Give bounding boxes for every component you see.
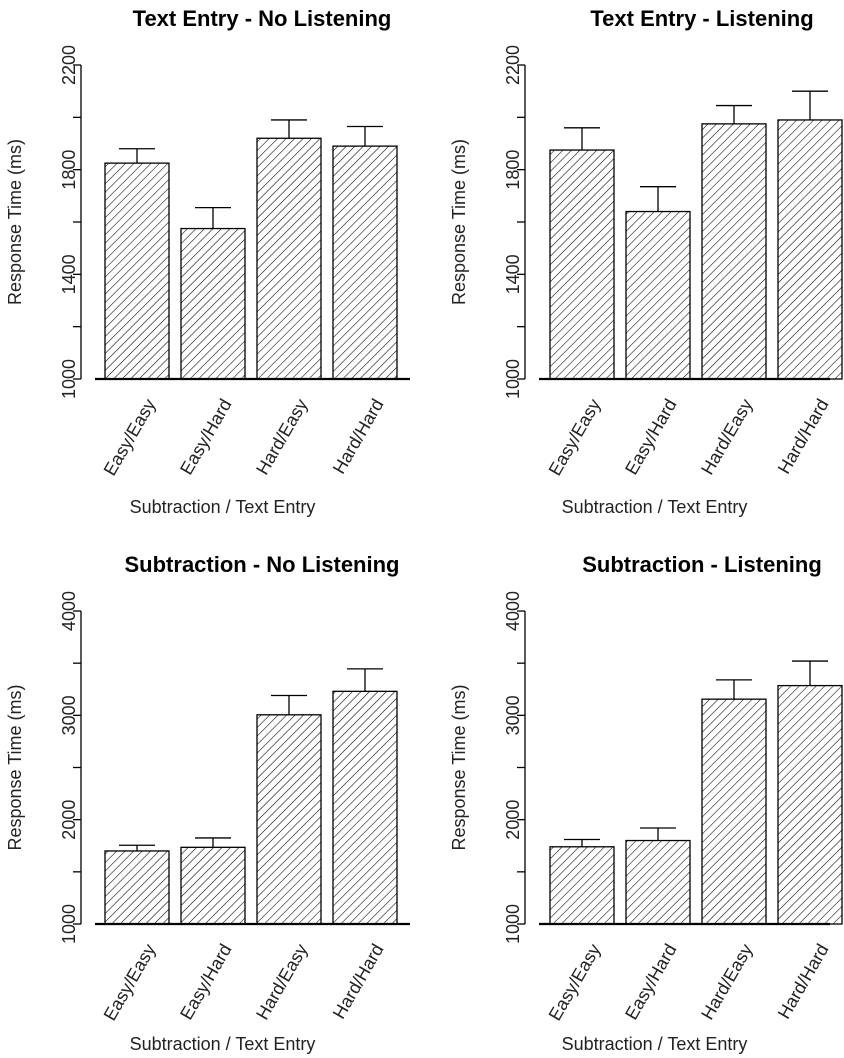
chart-title: Subtraction - Listening xyxy=(582,552,822,577)
y-tick-label: 1400 xyxy=(59,254,79,294)
category-label: Easy/Hard xyxy=(176,395,235,478)
chart-title: Text Entry - No Listening xyxy=(133,6,392,31)
chart-panel-4: Subtraction - Listening 1000 2000 3000 4000 R… xyxy=(449,552,843,1054)
y-tick-label: 2000 xyxy=(503,800,523,840)
category-label: Easy/Hard xyxy=(621,395,680,478)
bar-easy-hard xyxy=(625,839,691,925)
x-axis-label: Subtraction / Text Entry xyxy=(562,1034,748,1054)
bar-easy-hard xyxy=(180,227,246,380)
bar-easy-hard xyxy=(180,846,246,925)
y-axis-label: Response Time (ms) xyxy=(449,139,469,305)
bar-hard-easy xyxy=(701,698,767,925)
y-tick-label: 1000 xyxy=(59,904,79,944)
y-tick-label: 1000 xyxy=(503,359,523,399)
chart-panel-2: Text Entry - Listening 1000 1400 1800 2200 Re… xyxy=(449,6,843,517)
y-tick-label: 2000 xyxy=(59,800,79,840)
bar-hard-hard xyxy=(332,145,398,380)
bar-hard-easy xyxy=(256,137,322,380)
bar-hard-hard xyxy=(777,684,843,925)
bar-hard-hard xyxy=(777,119,843,380)
y-tick-label: 4000 xyxy=(503,591,523,631)
y-tick-label: 1400 xyxy=(503,254,523,294)
bar-easy-easy xyxy=(104,162,170,380)
category-label: Hard/Hard xyxy=(329,395,388,477)
y-tick-label: 2200 xyxy=(503,45,523,85)
y-tick-label: 1000 xyxy=(59,359,79,399)
chart-panel-1: Text Entry - No Listening 1000 1400 1800 220… xyxy=(5,6,410,517)
y-axis-label: Response Time (ms) xyxy=(5,139,25,305)
y-tick-label: 3000 xyxy=(503,695,523,735)
bar-easy-hard xyxy=(625,210,691,380)
y-tick-label: 3000 xyxy=(59,695,79,735)
category-label: Hard/Hard xyxy=(774,940,833,1022)
category-label: Easy/Easy xyxy=(100,940,160,1024)
bar-easy-easy xyxy=(104,850,170,925)
category-label: Easy/Easy xyxy=(545,395,605,479)
category-label: Easy/Hard xyxy=(176,940,235,1023)
category-label: Easy/Hard xyxy=(621,940,680,1023)
category-label: Hard/Hard xyxy=(774,395,833,477)
y-tick-label: 4000 xyxy=(59,591,79,631)
y-axis-label: Response Time (ms) xyxy=(5,684,25,850)
x-axis-label: Subtraction / Text Entry xyxy=(562,497,748,517)
category-label: Hard/Easy xyxy=(697,940,756,1023)
chart-title: Text Entry - Listening xyxy=(590,6,813,31)
chart-panel-3: Subtraction - No Listening 1000 2000 3000 40… xyxy=(5,552,410,1054)
category-label: Easy/Easy xyxy=(545,940,605,1024)
y-tick-label: 1800 xyxy=(59,150,79,190)
bar-hard-hard xyxy=(332,690,398,925)
bar-hard-easy xyxy=(256,714,322,925)
bar-hard-easy xyxy=(701,123,767,380)
category-label: Hard/Hard xyxy=(329,940,388,1022)
category-label: Hard/Easy xyxy=(252,395,311,478)
chart-title: Subtraction - No Listening xyxy=(125,552,400,577)
y-tick-label: 1800 xyxy=(503,150,523,190)
category-label: Hard/Easy xyxy=(697,395,756,478)
y-axis-label: Response Time (ms) xyxy=(449,684,469,850)
category-label: Hard/Easy xyxy=(252,940,311,1023)
y-tick-label: 2200 xyxy=(59,45,79,85)
bar-easy-easy xyxy=(549,149,615,380)
x-axis-label: Subtraction / Text Entry xyxy=(130,1034,316,1054)
y-tick-label: 1000 xyxy=(503,904,523,944)
category-label: Easy/Easy xyxy=(100,395,160,479)
x-axis-label: Subtraction / Text Entry xyxy=(130,497,316,517)
bar-easy-easy xyxy=(549,846,615,925)
